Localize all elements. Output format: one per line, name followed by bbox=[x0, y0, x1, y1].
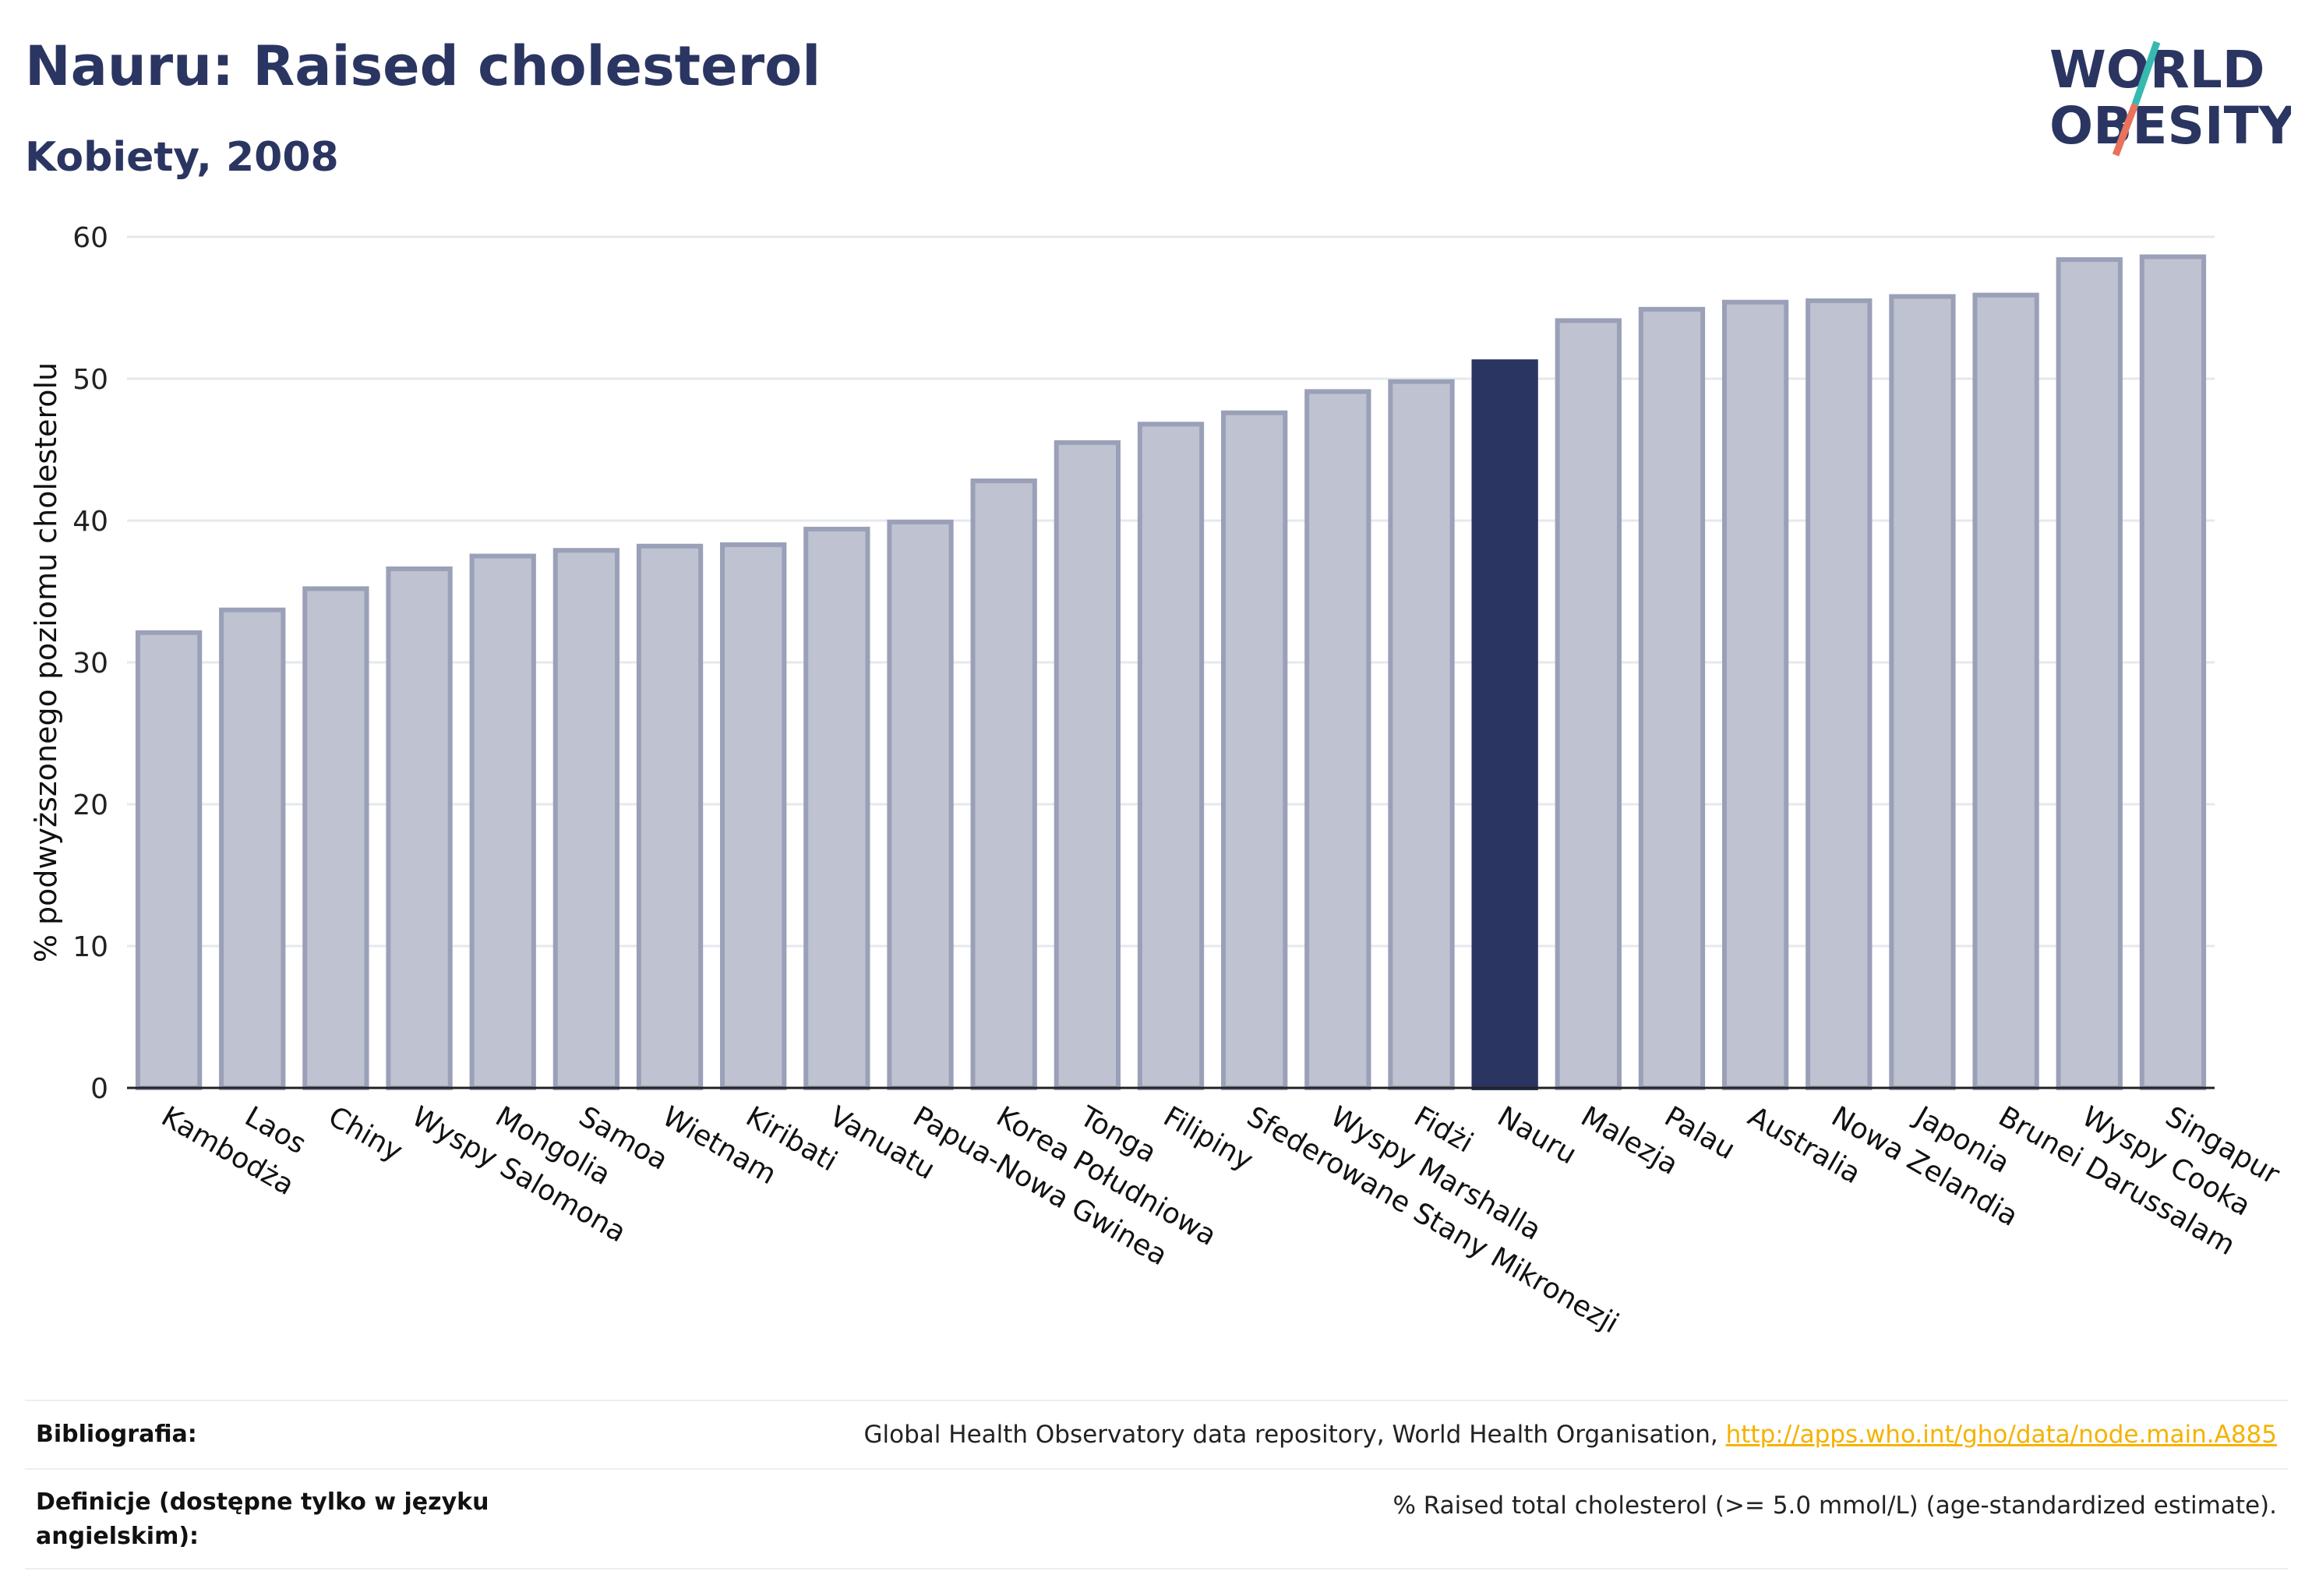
bar-chiny bbox=[302, 586, 369, 1090]
bibliography-label: Bibliografia: bbox=[36, 1421, 197, 1448]
bar-wyspy-cooka bbox=[2056, 257, 2123, 1090]
bar-japonia bbox=[1889, 294, 1956, 1090]
y-tick-label: 60 bbox=[72, 222, 108, 254]
bar-tonga bbox=[1054, 440, 1121, 1090]
bar-wietnam bbox=[636, 543, 704, 1090]
bar-laos bbox=[219, 607, 286, 1090]
y-tick-label: 20 bbox=[72, 789, 108, 821]
bar-filipiny bbox=[1137, 422, 1205, 1090]
bar-australia bbox=[1721, 299, 1789, 1091]
bar-kiribati bbox=[720, 542, 787, 1090]
y-tick-label: 30 bbox=[72, 648, 108, 680]
chart-bars bbox=[135, 254, 2207, 1091]
definitions-value: % Raised total cholesterol (>= 5.0 mmol/… bbox=[1393, 1492, 2277, 1520]
x-tick-label: Nauru bbox=[1492, 1100, 1582, 1171]
bar-vanuatu bbox=[803, 526, 870, 1090]
logo-slash-red bbox=[2112, 103, 2139, 157]
bar-sfederowane-stany-mikronezji bbox=[1221, 410, 1288, 1090]
x-tick-label: Filipiny bbox=[1158, 1100, 1258, 1177]
world-obesity-logo: WORLD OBESITY bbox=[2049, 40, 2291, 157]
bar-malezja bbox=[1555, 318, 1622, 1090]
bar-brunei-darussalam bbox=[1972, 292, 2039, 1090]
bibliography-value: Global Health Observatory data repositor… bbox=[864, 1418, 2277, 1452]
bar-mongolia bbox=[469, 553, 536, 1090]
x-tick-label: Chiny bbox=[323, 1100, 408, 1168]
bar-fidżi bbox=[1388, 379, 1455, 1090]
page-subtitle: Kobiety, 2008 bbox=[25, 134, 339, 181]
definitions-label-line1: Definicje (dostępne tylko w języku bbox=[36, 1488, 489, 1516]
y-tick-label: 50 bbox=[72, 364, 108, 396]
y-tick-label: 40 bbox=[72, 506, 108, 538]
bar-wyspy-marshalla bbox=[1304, 389, 1371, 1090]
logo-slash-teal bbox=[2131, 41, 2161, 106]
y-axis-ticks: 0 10 20 30 40 50 60 bbox=[72, 222, 108, 1105]
logo-line2: OBESITY bbox=[2049, 96, 2291, 156]
y-tick-label: 10 bbox=[72, 931, 108, 963]
bar-nowa-zelandia bbox=[1806, 298, 1873, 1090]
bar-samoa bbox=[552, 548, 620, 1090]
y-tick-label: 0 bbox=[90, 1073, 108, 1105]
definitions-label-line2: angielskim): bbox=[36, 1523, 199, 1550]
definitions-label: Definicje (dostępne tylko w języku angie… bbox=[36, 1485, 489, 1554]
footer-bibliography-row: Bibliografia: Global Health Observatory … bbox=[25, 1400, 2288, 1468]
y-axis-label: % podwyższonego poziomu cholesterolu bbox=[29, 362, 63, 962]
page-title: Nauru: Raised cholesterol bbox=[25, 34, 821, 98]
bar-nauru bbox=[1471, 359, 1538, 1091]
bar-wyspy-salomona bbox=[386, 566, 453, 1090]
bar-korea-południowa bbox=[970, 478, 1037, 1090]
bar-papua-nowa-gwinea bbox=[887, 519, 954, 1090]
bar-singapur bbox=[2139, 254, 2207, 1091]
bar-palau bbox=[1638, 306, 1706, 1090]
bar-kambodża bbox=[135, 630, 203, 1090]
bibliography-link[interactable]: http://apps.who.int/gho/data/node.main.A… bbox=[1725, 1421, 2277, 1449]
footer-definitions-row: Definicje (dostępne tylko w języku angie… bbox=[25, 1468, 2288, 1570]
bibliography-text: Global Health Observatory data repositor… bbox=[863, 1421, 1726, 1449]
footer: Bibliografia: Global Health Observatory … bbox=[25, 1400, 2288, 1570]
